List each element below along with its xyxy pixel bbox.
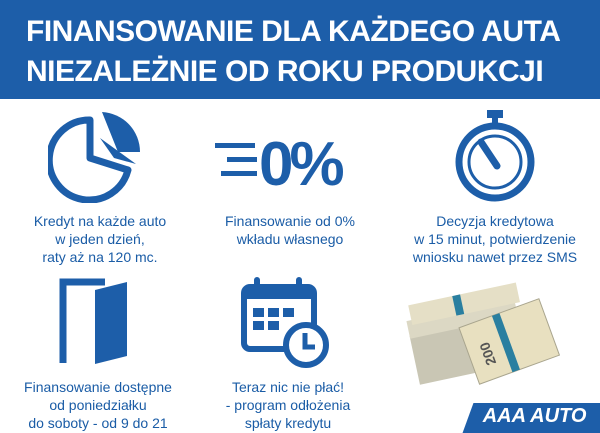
caption-line: wkładu własnego (236, 231, 344, 247)
caption-line: Finansowanie od 0% (225, 213, 355, 229)
feature-caption-decision: Decyzja kredytowa w 15 minut, potwierdze… (385, 212, 600, 266)
caption-line: od poniedziałku (49, 397, 147, 413)
calendar-clock-icon (241, 277, 329, 368)
open-door-icon (59, 278, 127, 364)
brand-logo: AAA AUTO (462, 403, 600, 433)
headline-line-2: NIEZALEŻNIE OD ROKU PRODUKCJI (26, 55, 544, 88)
feature-caption-zero-percent: Finansowanie od 0% wkładu własnego (180, 212, 400, 248)
caption-line: wniosku nawet przez SMS (412, 249, 578, 265)
caption-line: do soboty - od 9 do 21 (28, 415, 168, 431)
caption-line: Finansowanie dostępne (24, 379, 172, 395)
feature-caption-opening-hours: Finansowanie dostępne od poniedziałku do… (0, 378, 208, 432)
brand-name: AAA AUTO (482, 405, 587, 427)
pie-chart-icon (48, 112, 141, 203)
caption-line: spłaty kredytu (244, 415, 332, 431)
caption-line: w jeden dzień, (55, 231, 145, 247)
headline-banner: FINANSOWANIE DLA KAŻDEGO AUTA NIEZALEŻNI… (0, 0, 600, 99)
caption-line: Teraz nic nie płać! (231, 379, 345, 395)
caption-line: - program odłożenia (225, 397, 351, 413)
feature-caption-credit: Kredyt na każde auto w jeden dzień, raty… (0, 212, 210, 266)
zero-percent-icon: 0% (215, 130, 347, 195)
caption-line: w 15 minut, potwierdzenie (414, 231, 576, 247)
stopwatch-icon (455, 110, 535, 202)
headline-line-1: FINANSOWANIE DLA KAŻDEGO AUTA (26, 15, 561, 48)
feature-caption-deferred-payment: Teraz nic nie płać! - program odłożenia … (178, 378, 398, 432)
zero-percent-text: 0% (259, 130, 343, 195)
banknote-denomination: 200 (476, 340, 499, 368)
caption-line: Decyzja kredytowa (436, 213, 554, 229)
caption-line: raty aż na 120 mc. (42, 249, 158, 265)
caption-line: Kredyt na każde auto (33, 213, 167, 229)
money-stack-icon: 200 (406, 282, 561, 385)
